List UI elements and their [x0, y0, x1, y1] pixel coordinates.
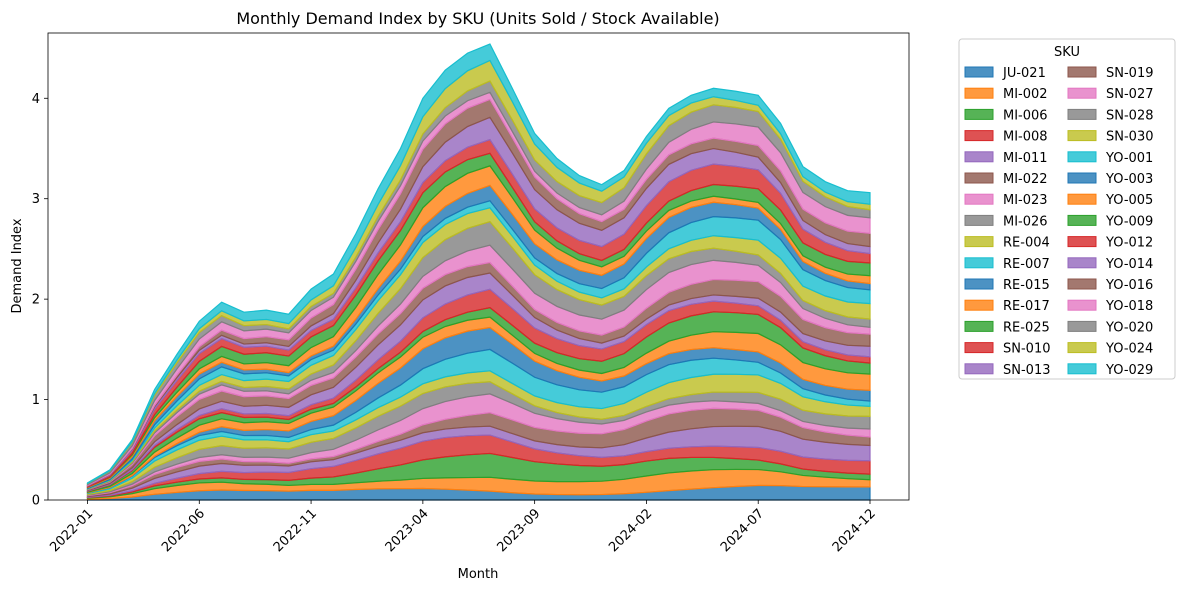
legend-label: RE-025	[1003, 320, 1050, 335]
x-tick-label: 2023-09	[494, 506, 543, 555]
x-tick-label: 2024-07	[718, 506, 767, 555]
legend-swatch	[964, 87, 994, 99]
legend-label: SN-027	[1106, 87, 1153, 102]
plot-frame	[47, 32, 910, 501]
legend-label: YO-020	[1105, 320, 1153, 335]
y-tick-label: 1	[32, 393, 40, 408]
area-layers	[86, 43, 871, 501]
legend-label: MI-006	[1003, 108, 1048, 123]
legend-label: MI-008	[1003, 130, 1048, 145]
legend-swatch	[964, 342, 994, 354]
legend-swatch	[1067, 278, 1097, 290]
legend-label: SN-028	[1106, 108, 1153, 123]
legend-swatch	[964, 130, 994, 142]
legend-label: YO-009	[1105, 214, 1153, 229]
legend-label: YO-005	[1105, 193, 1153, 208]
legend-swatch	[964, 299, 994, 311]
legend-label: SN-019	[1106, 66, 1153, 81]
legend-label: RE-017	[1003, 299, 1050, 314]
legend-label: MI-023	[1003, 193, 1048, 208]
legend-swatch	[964, 320, 994, 332]
legend-label: MI-026	[1003, 214, 1048, 229]
legend-label: YO-003	[1105, 172, 1153, 187]
legend-label: SN-030	[1106, 130, 1153, 145]
legend-swatch	[964, 278, 994, 290]
legend-swatch	[964, 193, 994, 205]
x-tick-label: 2023-04	[383, 506, 432, 555]
legend-label: RE-004	[1003, 236, 1050, 251]
legend-label: MI-002	[1003, 87, 1048, 102]
legend-swatch	[964, 108, 994, 120]
legend: SKU JU-021 MI-002 MI-006 MI-008 MI-011 MI-022…	[958, 38, 1176, 380]
legend-swatch	[1067, 342, 1097, 354]
legend-swatch	[1067, 172, 1097, 184]
legend-swatch	[964, 236, 994, 248]
legend-label: YO-014	[1105, 257, 1153, 272]
y-axis-label: Demand Index	[10, 218, 25, 313]
legend-swatch	[1067, 193, 1097, 205]
legend-label: RE-015	[1003, 278, 1050, 293]
legend-label: RE-007	[1003, 257, 1050, 272]
legend-swatch	[1067, 66, 1097, 78]
legend-swatch	[1067, 236, 1097, 248]
legend-label: SN-010	[1003, 342, 1050, 357]
y-axis: 0 1 2 3 4	[32, 92, 48, 509]
legend-swatch	[1067, 214, 1097, 226]
y-tick-label: 2	[32, 293, 40, 308]
y-tick-label: 0	[32, 494, 40, 509]
legend-swatch	[1067, 299, 1097, 311]
legend-label: YO-024	[1105, 342, 1153, 357]
x-tick-label: 2022-06	[159, 506, 208, 555]
legend-label: YO-016	[1105, 278, 1153, 293]
legend-label: YO-012	[1105, 236, 1153, 251]
legend-swatch	[1067, 363, 1097, 375]
x-axis-label: Month	[458, 567, 499, 582]
x-tick-label: 2022-11	[271, 506, 320, 555]
legend-swatch	[1067, 130, 1097, 142]
legend-swatch	[1067, 87, 1097, 99]
legend-swatch	[964, 172, 994, 184]
legend-swatch	[1067, 151, 1097, 163]
legend-label: SN-013	[1003, 363, 1050, 378]
legend-swatch	[1067, 257, 1097, 269]
x-tick-label: 2024-12	[830, 506, 879, 555]
legend-label: MI-022	[1003, 172, 1048, 187]
legend-swatch	[964, 151, 994, 163]
x-axis: 2022-01 2022-06 2022-11 2023-04 2023-09 2024-…	[47, 500, 879, 555]
x-tick-label: 2022-01	[47, 506, 96, 555]
legend-label: YO-029	[1105, 363, 1153, 378]
legend-swatch	[964, 214, 994, 226]
area-yo-029	[86, 43, 871, 485]
legend-swatch	[964, 257, 994, 269]
legend-swatch	[964, 66, 994, 78]
y-tick-label: 3	[32, 192, 40, 207]
x-tick-label: 2024-02	[606, 506, 655, 555]
y-tick-label: 4	[32, 92, 40, 107]
legend-swatch	[1067, 108, 1097, 120]
legend-label: JU-021	[1002, 66, 1046, 81]
legend-title: SKU	[1054, 45, 1080, 60]
legend-frame	[958, 38, 1176, 380]
legend-label: YO-018	[1105, 299, 1153, 314]
legend-label: YO-001	[1105, 151, 1153, 166]
legend-label: MI-011	[1003, 151, 1048, 166]
legend-swatch	[964, 363, 994, 375]
chart-title: Monthly Demand Index by SKU (Units Sold …	[236, 9, 719, 28]
legend-swatch	[1067, 320, 1097, 332]
